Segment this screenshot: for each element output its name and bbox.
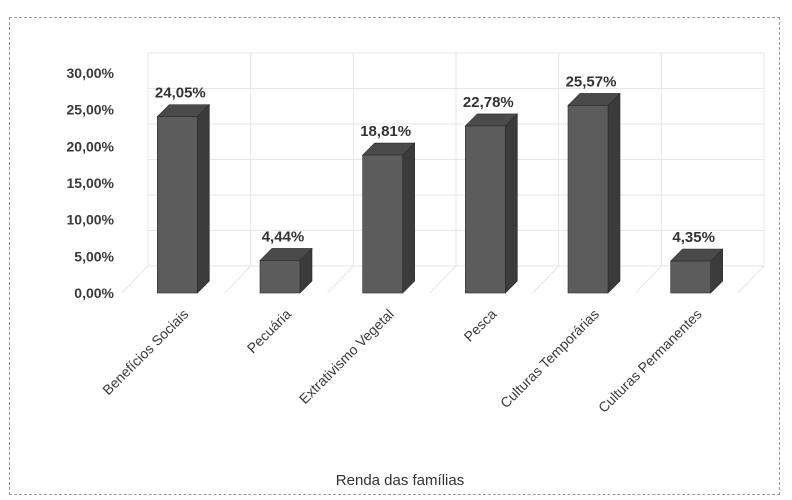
x-category-label: Culturas Permanentes [595, 306, 705, 416]
floor-line [634, 265, 662, 294]
y-tick-label: 15,00% [67, 175, 115, 191]
data-label: 4,35% [672, 229, 715, 246]
y-tick-label: 25,00% [67, 102, 115, 118]
y-tick-label: 5,00% [74, 248, 114, 264]
bar-side [607, 92, 621, 294]
data-label: 4,44% [262, 228, 305, 245]
bar-side [505, 113, 518, 294]
y-tick-label: 0,00% [74, 285, 114, 301]
bars [156, 92, 724, 294]
bar [464, 113, 519, 294]
floor-line [429, 265, 457, 294]
x-category-label: Culturas Temporárias [497, 306, 602, 411]
bar-side [197, 103, 210, 294]
floor-line [737, 265, 765, 294]
bar-front [259, 260, 301, 294]
bar-side [402, 142, 415, 294]
y-axis-tick-labels: 0,00% 5,00% 10,00% 15,00% 20,00% 25,00% 30,00% [67, 65, 115, 301]
x-category-label: Pecuária [244, 306, 295, 357]
bar [156, 103, 211, 294]
y-tick-label: 10,00% [67, 212, 115, 228]
data-label: 22,78% [463, 94, 514, 111]
x-axis-category-labels: Benefícios Sociais Pecuária Extrativismo V… [99, 306, 705, 416]
y-tick-label: 20,00% [67, 138, 115, 154]
bar-front [465, 125, 506, 294]
bar-front [670, 260, 711, 294]
bar [669, 248, 724, 294]
floor-line [532, 265, 560, 294]
floor-line [121, 265, 149, 294]
floor-line [326, 265, 354, 294]
x-category-label: Benefícios Sociais [99, 306, 191, 398]
x-category-label: Pesca [461, 306, 500, 345]
data-label: 18,81% [360, 123, 411, 140]
data-label: 25,57% [566, 73, 617, 90]
bar-front [362, 154, 403, 294]
chart-frame [9, 17, 780, 495]
bar [361, 142, 416, 294]
data-labels: 24,05% 4,44% 18,81% 22,78% 25,57% 4,35% [155, 73, 715, 246]
data-label: 24,05% [155, 85, 206, 102]
x-axis-title: Renda das famílias [336, 472, 464, 489]
bar [259, 247, 313, 294]
grid-lines [121, 52, 765, 294]
bar-front [157, 116, 198, 294]
y-tick-label: 30,00% [67, 65, 115, 81]
x-category-label: Extrativismo Vegetal [296, 306, 397, 407]
bar [567, 92, 621, 294]
floor-line [224, 265, 252, 294]
bar-front [567, 105, 609, 294]
